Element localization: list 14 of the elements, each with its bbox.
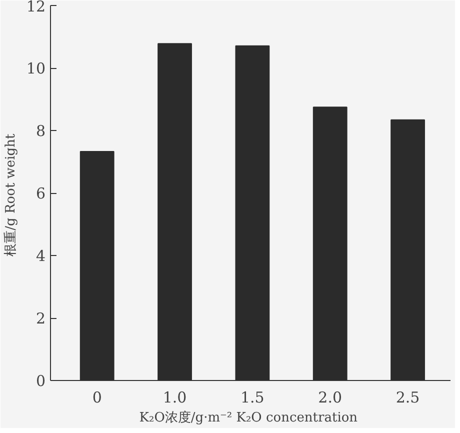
x-tick-label: 1.5 [240, 388, 264, 406]
y-axis-title: 根重/g Root weight [3, 133, 18, 256]
y-tick-label: 12 [26, 0, 46, 16]
y-tick-label: 6 [36, 184, 46, 202]
x-tick-label: 1.0 [162, 388, 187, 406]
y-tick-label: 8 [36, 122, 46, 140]
x-tick-label: 0 [92, 388, 102, 406]
x-axis-title: K₂O浓度/g·m⁻² K₂O concentration [139, 410, 358, 426]
y-tick-label: 4 [36, 247, 46, 265]
y-tick-label: 0 [36, 372, 46, 390]
y-tick-label: 2 [36, 310, 46, 328]
x-tick-label: 2.0 [318, 388, 342, 406]
y-tick-label: 10 [26, 60, 46, 78]
x-tick-label: 2.5 [396, 388, 420, 406]
